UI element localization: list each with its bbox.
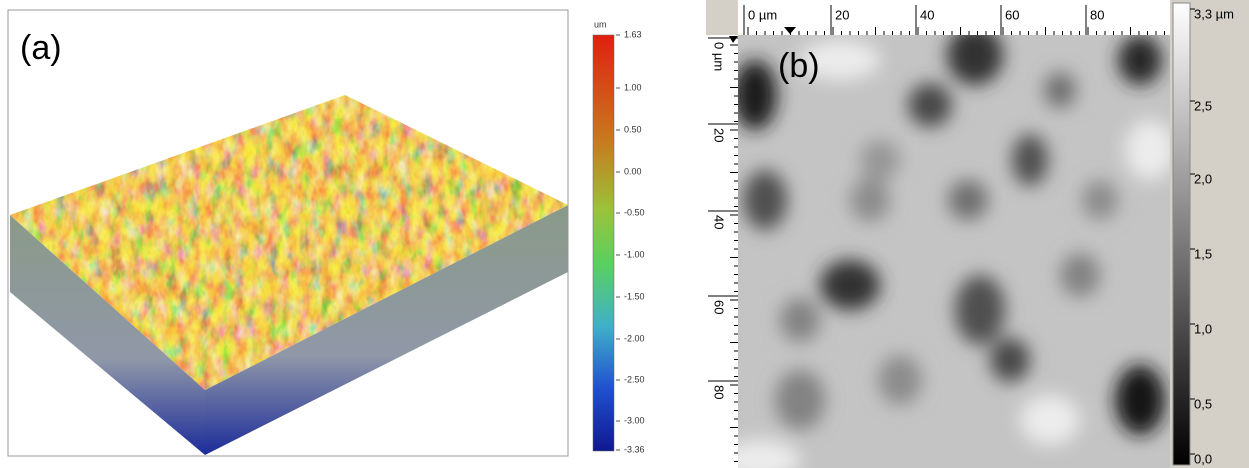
left-ruler-label: 40 — [712, 215, 727, 229]
panel-label: (a) — [20, 29, 62, 67]
afm-feature — [1012, 134, 1048, 186]
afm-feature — [860, 140, 900, 180]
colorbar-tick-label: -0.50 — [624, 207, 645, 217]
top-ruler — [738, 0, 1170, 35]
top-ruler-label: 20 — [835, 7, 849, 22]
afm-feature — [1044, 72, 1076, 108]
afm-feature — [738, 60, 777, 130]
afm-feature — [990, 338, 1030, 382]
afm-feature — [908, 83, 952, 127]
colorbar-unit: um — [594, 19, 607, 29]
afm-feature — [1060, 253, 1100, 297]
left-ruler-label: 0 µm — [712, 42, 727, 71]
top-ruler-label: 80 — [1090, 7, 1104, 22]
afm-feature — [820, 260, 880, 310]
colorbar — [592, 34, 615, 452]
colorbar-tick-label: 1.63 — [624, 29, 642, 39]
left-ruler-label: 60 — [712, 300, 727, 314]
left-ruler-label: 80 — [712, 385, 727, 399]
top-ruler-label: 40 — [920, 7, 934, 22]
rulers: 0 µm 20 40 60 80 0 µm 20 40 60 80 3,3 µm 2,5 2,0 1,5 1… — [708, 5, 1234, 466]
colorbar-tick-label: -1.00 — [624, 249, 645, 259]
colorbar-tick-label: -3.36 — [624, 444, 645, 454]
left-ruler-label: 20 — [712, 128, 727, 142]
afm-highlight — [1125, 120, 1170, 180]
afm-highlight — [1020, 395, 1080, 445]
afm-image — [738, 35, 1170, 468]
colorbar-tick-label: 0.00 — [624, 166, 642, 176]
afm-feature — [1082, 180, 1118, 220]
afm-feature — [775, 370, 825, 430]
top-ruler-label: 0 µm — [748, 7, 777, 22]
afm-feature — [947, 35, 1003, 85]
grayscale-bar — [1172, 2, 1191, 466]
surface-side — [205, 205, 568, 455]
afm-features — [738, 35, 1170, 468]
colorbar-tick-label: 1.00 — [624, 82, 642, 92]
afm-highlight — [800, 40, 880, 80]
colorbar-tick-label: -2.50 — [624, 374, 645, 384]
scale-label: 3,3 µm — [1194, 6, 1234, 21]
colorbar-tick-label: -2.00 — [624, 333, 645, 343]
afm-feature — [1118, 35, 1162, 85]
scale-label: 0,0 — [1194, 451, 1212, 466]
afm-feature — [743, 170, 787, 230]
scale-label: 1,0 — [1194, 321, 1212, 336]
afm-feature — [850, 178, 890, 222]
scale-label: 1,5 — [1194, 246, 1212, 261]
scale-label: 0,5 — [1194, 396, 1212, 411]
top-ruler-label: 60 — [1005, 7, 1019, 22]
surface-side — [10, 215, 205, 455]
colorbar-tick-label: -3.00 — [624, 415, 645, 425]
scale-label: 2,5 — [1194, 98, 1212, 113]
afm-feature — [780, 298, 820, 342]
afm-feature — [955, 275, 1005, 345]
colorbar-tick-label: -1.50 — [624, 291, 645, 301]
panel-label: (b) — [778, 47, 820, 85]
left-ruler — [706, 35, 738, 468]
colorbar-tick-label: 0.50 — [624, 124, 642, 134]
afm-feature — [1115, 365, 1165, 435]
scale-label: 2,0 — [1194, 171, 1212, 186]
afm-highlight — [738, 440, 800, 468]
afm-feature — [878, 355, 922, 405]
colorbar-ticks: 1.63 1.00 0.50 0.00 -0.50 -1.00 -1.50 -2.00 -2.5… — [616, 29, 645, 454]
afm-feature — [948, 180, 988, 220]
